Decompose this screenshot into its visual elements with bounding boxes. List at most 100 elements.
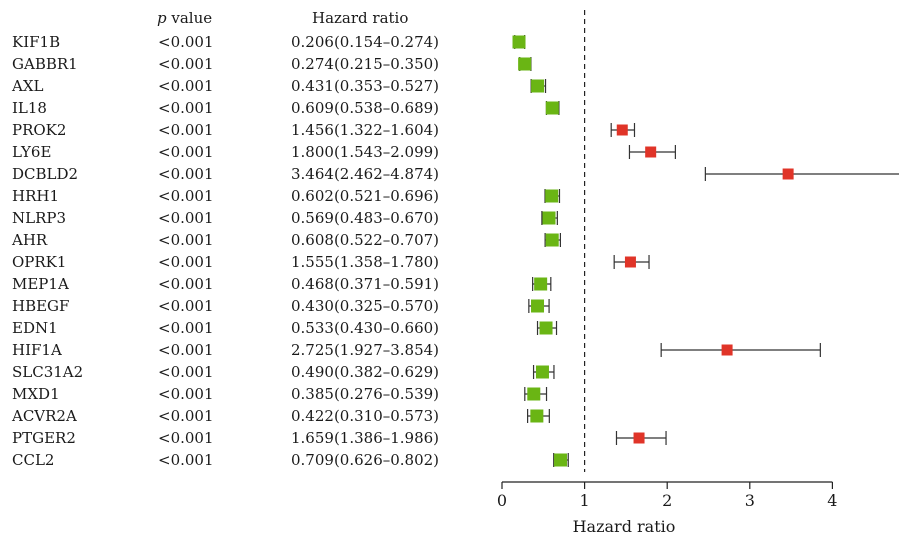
gene-label: DCBLD2 xyxy=(12,165,79,183)
gene-label: PTGER2 xyxy=(12,429,76,447)
ci-mark xyxy=(524,387,548,401)
table-row: MEP1A <0.001 0.468(0.371–0.591) xyxy=(0,273,460,295)
p-value-cell: <0.001 xyxy=(158,297,214,315)
ci-mark xyxy=(628,145,676,159)
table-row: ACVR2A <0.001 0.422(0.310–0.573) xyxy=(0,405,460,427)
ci-mark xyxy=(615,431,667,445)
table-row: PROK2 <0.001 1.456(1.322–1.604) xyxy=(0,119,460,141)
p-value-cell: <0.001 xyxy=(158,33,214,51)
hazard-ratio-cell: 3.464(2.462–4.874) xyxy=(291,165,440,183)
hr-point xyxy=(512,35,526,49)
hazard-ratio-cell: 0.430(0.325–0.570) xyxy=(291,297,440,315)
hazard-ratio-cell: 0.422(0.310–0.573) xyxy=(291,407,440,425)
p-value-cell: <0.001 xyxy=(158,363,214,381)
hazard-ratio-cell: 1.800(1.543–2.099) xyxy=(291,143,440,161)
gene-label: EDN1 xyxy=(12,319,58,337)
table-row: CCL2 <0.001 0.709(0.626–0.802) xyxy=(0,449,460,471)
p-value-cell: <0.001 xyxy=(158,275,214,293)
hazard-ratio-cell: 0.385(0.276–0.539) xyxy=(291,385,440,403)
table-row: HIF1A <0.001 2.725(1.927–3.854) xyxy=(0,339,460,361)
gene-label: ACVR2A xyxy=(12,407,77,425)
hazard-ratio-header: Hazard ratio xyxy=(312,9,409,27)
table-row: LY6E <0.001 1.800(1.543–2.099) xyxy=(0,141,460,163)
table-row: KIF1B <0.001 0.206(0.154–0.274) xyxy=(0,31,460,53)
hr-point xyxy=(645,146,657,158)
hr-point xyxy=(534,277,548,291)
p-value-cell: <0.001 xyxy=(158,407,214,425)
gene-label: IL18 xyxy=(12,99,47,117)
hr-point xyxy=(518,57,532,71)
hazard-ratio-cell: 0.533(0.430–0.660) xyxy=(291,319,440,337)
ci-mark xyxy=(553,453,569,467)
hazard-ratio-cell: 0.569(0.483–0.670) xyxy=(291,209,440,227)
gene-label: AHR xyxy=(12,231,48,249)
ci-mark xyxy=(541,211,558,225)
x-tick-label: 2 xyxy=(662,491,672,510)
ci-mark xyxy=(544,189,561,203)
gene-label: LY6E xyxy=(12,143,52,161)
gene-label: SLC31A2 xyxy=(12,363,84,381)
ci-mark xyxy=(532,277,552,291)
gene-label: HRH1 xyxy=(12,187,59,205)
x-tick-label: 0 xyxy=(497,491,507,510)
ci-mark xyxy=(545,101,560,115)
hr-point xyxy=(782,168,794,180)
gene-label: HBEGF xyxy=(12,297,70,315)
x-tick-label: 4 xyxy=(827,491,837,510)
hazard-ratio-cell: 0.609(0.538–0.689) xyxy=(291,99,440,117)
hazard-ratio-cell: 0.431(0.353–0.527) xyxy=(291,77,440,95)
hazard-ratio-cell: 1.456(1.322–1.604) xyxy=(291,121,440,139)
p-value-cell: <0.001 xyxy=(158,187,214,205)
p-value-cell: <0.001 xyxy=(158,385,214,403)
hazard-ratio-cell: 0.468(0.371–0.591) xyxy=(291,275,440,293)
hazard-ratio-cell: 0.490(0.382–0.629) xyxy=(291,363,440,381)
gene-label: KIF1B xyxy=(12,33,61,51)
hr-point xyxy=(535,365,549,379)
ci-mark xyxy=(512,35,526,49)
table-row: DCBLD2 <0.001 3.464(2.462–4.874) xyxy=(0,163,460,185)
hr-point xyxy=(616,124,628,136)
gene-label: CCL2 xyxy=(12,451,55,469)
hr-point xyxy=(542,211,556,225)
hr-point xyxy=(624,256,636,268)
table-row: AHR <0.001 0.608(0.522–0.707) xyxy=(0,229,460,251)
table-row: AXL <0.001 0.431(0.353–0.527) xyxy=(0,75,460,97)
ci-mark xyxy=(532,365,555,379)
ci-mark xyxy=(527,409,550,423)
hr-point xyxy=(545,189,559,203)
gene-label: AXL xyxy=(12,77,44,95)
ci-mark xyxy=(544,233,561,247)
hazard-ratio-cell: 0.602(0.521–0.696) xyxy=(291,187,440,205)
hr-point xyxy=(721,344,733,356)
p-value-cell: <0.001 xyxy=(158,77,214,95)
p-value-cell: <0.001 xyxy=(158,341,214,359)
gene-label: OPRK1 xyxy=(12,253,67,271)
ci-mark xyxy=(613,255,650,269)
p-italic: p xyxy=(157,9,167,27)
hazard-ratio-cell: 0.274(0.215–0.350) xyxy=(291,55,440,73)
gene-label: HIF1A xyxy=(12,341,62,359)
gene-label: MXD1 xyxy=(12,385,60,403)
hr-point xyxy=(554,453,568,467)
gene-label: NLRP3 xyxy=(12,209,67,227)
ci-mark xyxy=(528,299,550,313)
hr-point xyxy=(527,387,541,401)
table-row: OPRK1 <0.001 1.555(1.358–1.780) xyxy=(0,251,460,273)
x-axis-label: Hazard ratio xyxy=(573,517,676,536)
p-value-cell: <0.001 xyxy=(158,121,214,139)
hazard-ratio-cell: 0.206(0.154–0.274) xyxy=(291,33,440,51)
table-row: MXD1 <0.001 0.385(0.276–0.539) xyxy=(0,383,460,405)
p-value-header-rest: value xyxy=(166,9,213,27)
table-row: PTGER2 <0.001 1.659(1.386–1.986) xyxy=(0,427,460,449)
p-value-cell: <0.001 xyxy=(158,451,214,469)
hazard-ratio-cell: 1.555(1.358–1.780) xyxy=(291,253,440,271)
p-value-cell: <0.001 xyxy=(158,319,214,337)
x-axis: 0 1 2 3 4 xyxy=(497,481,837,510)
ci-mark xyxy=(530,79,547,93)
hr-point xyxy=(545,233,559,247)
gene-label: GABBR1 xyxy=(12,55,78,73)
hazard-ratio-cell: 0.709(0.626–0.802) xyxy=(291,451,440,469)
table-row: HRH1 <0.001 0.602(0.521–0.696) xyxy=(0,185,460,207)
hazard-ratio-cell: 1.659(1.386–1.986) xyxy=(291,429,440,447)
